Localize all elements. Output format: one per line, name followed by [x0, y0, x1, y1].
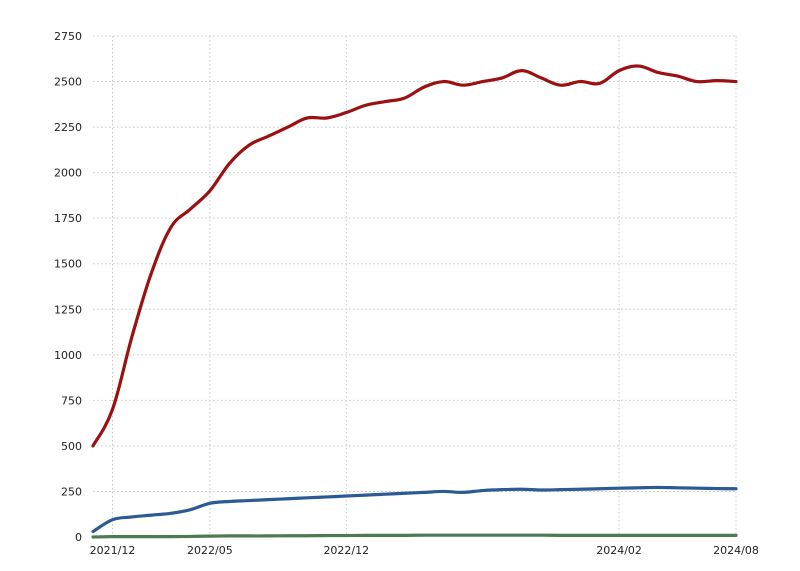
grid-layer: [93, 35, 737, 537]
x-tick-label: 2024/08: [713, 544, 759, 557]
series-line-blue: [91, 485, 738, 534]
y-tick-label: 2500: [54, 76, 82, 89]
y-tick-label: 0: [75, 531, 82, 544]
y-tick-label: 500: [61, 440, 82, 453]
y-tick-label: 750: [61, 394, 82, 407]
y-tick-label: 1750: [54, 212, 82, 225]
x-axis-ticks: 2021/12 2022/05 2022/12 2024/02 2024/08: [90, 544, 759, 557]
x-tick-label: 2021/12: [90, 544, 136, 557]
series-line-green: [91, 533, 738, 539]
y-tick-label: 1250: [54, 303, 82, 316]
y-tick-label: 1000: [54, 349, 82, 362]
series-line-red: [91, 64, 738, 448]
y-tick-label: 2250: [54, 121, 82, 134]
x-tick-label: 2022/05: [187, 544, 233, 557]
y-tick-label: 1500: [54, 258, 82, 271]
y-tick-label: 250: [61, 485, 82, 498]
y-axis-ticks: 0 250 500 750 1000 1250 1500 1750 2000 2250 2500 27…: [54, 30, 82, 544]
x-tick-label: 2024/02: [596, 544, 642, 557]
y-tick-label: 2000: [54, 167, 82, 180]
y-tick-label: 2750: [54, 30, 82, 43]
x-tick-label: 2022/12: [323, 544, 369, 557]
series-layer: [91, 64, 738, 539]
